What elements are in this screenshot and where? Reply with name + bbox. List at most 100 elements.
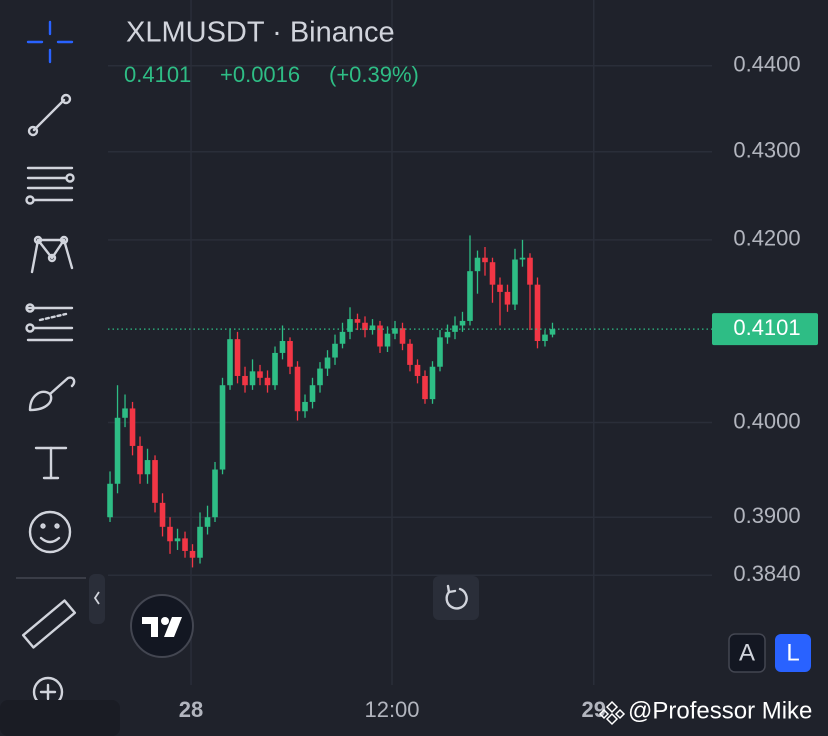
- candle-body: [317, 368, 323, 386]
- candle-body: [369, 325, 376, 331]
- logo[interactable]: [130, 594, 194, 658]
- x-tick-label: 12:00: [364, 697, 419, 722]
- candle-body: [227, 339, 233, 386]
- candle-body: [399, 328, 406, 344]
- candle-body: [542, 334, 548, 342]
- pattern-tool[interactable]: [30, 235, 74, 274]
- candle-body: [219, 385, 226, 470]
- candle-body: [504, 291, 511, 305]
- candle-body: [384, 333, 391, 347]
- candle-body: [392, 328, 398, 334]
- ruler-tool[interactable]: [21, 599, 77, 649]
- y-tick-label: 0.4200: [733, 226, 800, 251]
- x-tick-label: 29: [581, 697, 605, 722]
- candle-body: [257, 371, 263, 378]
- candle-body: [527, 257, 533, 285]
- brush-tool[interactable]: [28, 376, 76, 412]
- text-tool[interactable]: [34, 446, 68, 480]
- candle-body: [294, 366, 301, 412]
- chart-title: XLMUSDT · Binance: [126, 17, 395, 49]
- last-price: 0.4101: [124, 62, 191, 87]
- candles: [107, 235, 556, 568]
- y-tick-label: 0.4000: [733, 408, 800, 433]
- candle-body: [159, 502, 166, 527]
- candle-body: [429, 366, 436, 400]
- prediction-tool[interactable]: [25, 303, 74, 342]
- candle-body: [482, 257, 488, 263]
- trend-line-tool[interactable]: [27, 93, 72, 137]
- candle-body: [534, 284, 541, 342]
- candle-body: [107, 483, 113, 518]
- candle-body: [437, 337, 443, 367]
- watermark-text: @Professor Mike: [628, 697, 812, 724]
- candle-body: [512, 259, 518, 305]
- candle-body: [144, 460, 151, 475]
- grid: [108, 0, 712, 685]
- candle-body: [272, 352, 278, 386]
- reset-button[interactable]: [433, 576, 479, 620]
- y-tick-label: 0.4300: [733, 138, 800, 163]
- candle-body: [332, 343, 338, 358]
- button-label: L: [786, 639, 799, 666]
- price-change-percent: (+0.39%): [329, 62, 419, 87]
- candle-body: [114, 417, 121, 484]
- y-tick-label: 0.3840: [733, 561, 800, 586]
- collapse-toolbar[interactable]: [89, 574, 105, 624]
- overlay: 0.4400 0.4300 0.4200 0.4000 0.3900 0.3840 28 12…: [108, 52, 818, 722]
- candle-body: [264, 377, 271, 386]
- watermark: @Professor Mike: [598, 697, 812, 726]
- candle-body: [377, 325, 383, 347]
- candle-body: [309, 385, 316, 402]
- candle-body: [347, 319, 353, 332]
- crosshair-tool[interactable]: [26, 20, 74, 64]
- candle-body: [122, 408, 128, 418]
- y-tick-label: 0.4400: [733, 52, 800, 77]
- candle-body: [444, 331, 451, 338]
- candle-body: [212, 469, 218, 518]
- candle-body: [497, 284, 503, 292]
- candle-body: [362, 322, 368, 331]
- collapse-arrow: [93, 591, 100, 605]
- candle-body: [414, 364, 421, 376]
- candle-body: [137, 445, 143, 475]
- candle-body: [249, 371, 256, 386]
- candle-body: [302, 401, 308, 412]
- candle-body: [324, 357, 331, 369]
- x-tick-label: 28: [179, 697, 203, 722]
- last-price-label: 0.4101: [733, 315, 800, 340]
- candle-body: [467, 271, 473, 321]
- candle-body: [549, 329, 556, 335]
- y-tick-label: 0.3900: [733, 503, 800, 528]
- candle-body: [129, 408, 136, 446]
- candle-body: [279, 341, 286, 353]
- emoji-tool[interactable]: [28, 510, 72, 554]
- candle-body: [189, 550, 196, 558]
- candle-body: [204, 517, 211, 527]
- candle-body: [174, 538, 181, 542]
- candle-body: [167, 526, 173, 542]
- button-a[interactable]: A: [728, 633, 766, 673]
- candle-body: [234, 339, 241, 376]
- candle-body: [489, 262, 496, 285]
- candle-body: [339, 331, 346, 344]
- candle-body: [354, 319, 361, 323]
- candle-body: [519, 257, 526, 260]
- candle-body: [182, 538, 188, 551]
- candle-body: [407, 343, 413, 365]
- last-price-tag: [712, 313, 818, 346]
- candle-body: [287, 341, 293, 367]
- fib-tool[interactable]: [25, 166, 75, 205]
- candle-body: [242, 375, 248, 386]
- candle-body: [197, 526, 203, 558]
- candle-body: [459, 320, 466, 326]
- candle-body: [474, 257, 481, 272]
- price-change: +0.0016: [220, 62, 300, 87]
- bottom-panel: [0, 700, 120, 736]
- button-l[interactable]: L: [775, 634, 811, 672]
- candle-body: [422, 375, 428, 400]
- toolbar: [0, 20, 120, 736]
- button-label: A: [739, 639, 755, 666]
